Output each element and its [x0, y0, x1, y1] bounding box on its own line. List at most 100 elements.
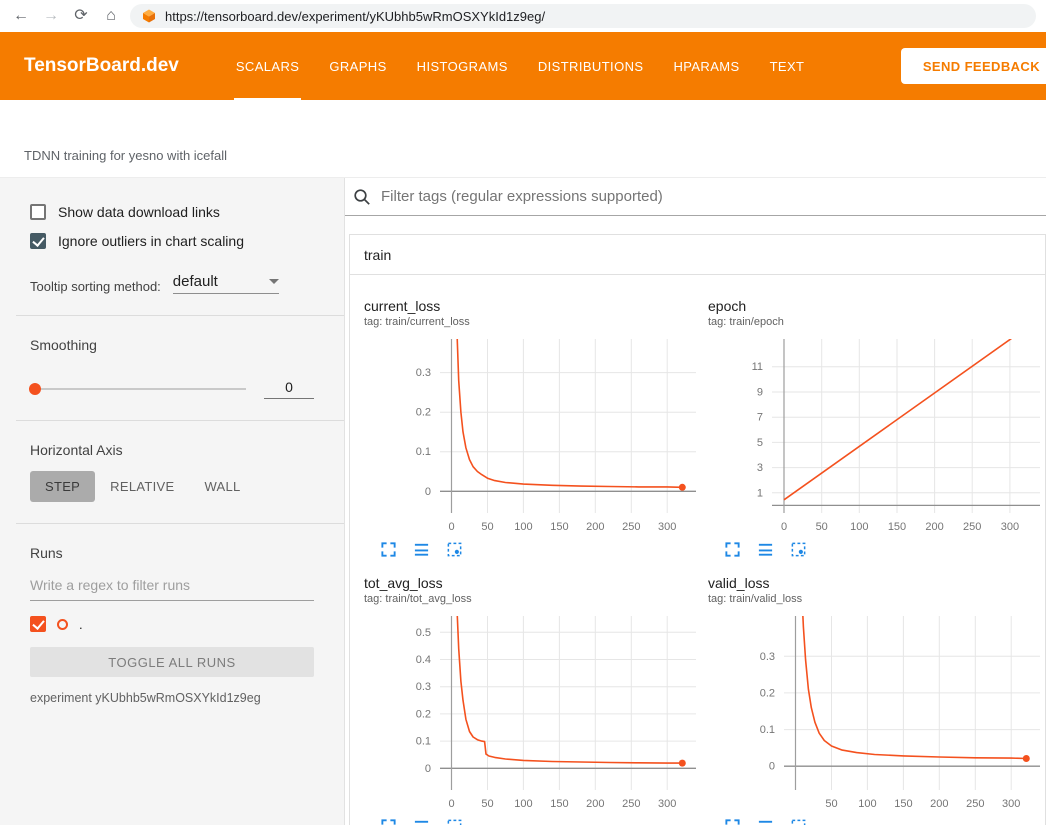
smoothing-slider-thumb[interactable]	[29, 383, 41, 395]
svg-text:300: 300	[658, 798, 676, 810]
tab-text[interactable]: TEXT	[755, 32, 820, 100]
log-scale-icon[interactable]	[413, 818, 430, 825]
reload-icon[interactable]: ⟳	[66, 0, 96, 32]
divider	[16, 523, 344, 524]
home-icon[interactable]: ⌂	[96, 0, 126, 32]
svg-text:150: 150	[894, 798, 912, 810]
line-chart-current-loss[interactable]: 00.10.20.3050100150200250300	[364, 331, 700, 539]
run-checkbox[interactable]	[30, 616, 46, 632]
tab-histograms[interactable]: HISTOGRAMS	[402, 32, 523, 100]
toggle-all-runs-button[interactable]: TOGGLE ALL RUNS	[30, 647, 314, 677]
runs-filter-input[interactable]	[30, 569, 314, 601]
svg-text:0.1: 0.1	[416, 736, 431, 748]
tag-filter-input[interactable]	[381, 188, 1040, 205]
url-bar[interactable]: https://tensorboard.dev/experiment/yKUbh…	[130, 4, 1036, 28]
svg-text:0.2: 0.2	[416, 407, 431, 419]
svg-text:0: 0	[781, 521, 787, 533]
runs-label: Runs	[30, 545, 314, 561]
send-feedback-button[interactable]: SEND FEEDBACK	[901, 48, 1046, 84]
log-scale-icon[interactable]	[413, 541, 430, 558]
axis-relative-button[interactable]: RELATIVE	[95, 471, 189, 502]
charts-grid: current_loss tag: train/current_loss 0 0.…	[350, 275, 1045, 825]
svg-text:1: 1	[757, 487, 763, 499]
chart-card-epoch: epoch tag: train/epoch 13579110501001502…	[708, 297, 1044, 558]
expand-icon[interactable]	[724, 818, 741, 825]
tab-hparams[interactable]: HPARAMS	[658, 32, 754, 100]
smoothing-slider[interactable]	[30, 388, 246, 390]
line-chart-valid-loss[interactable]: 00.10.20.350100150200250300	[708, 608, 1044, 816]
svg-text:300: 300	[1001, 521, 1019, 533]
svg-text:150: 150	[550, 798, 568, 810]
svg-text:0.1: 0.1	[760, 724, 775, 736]
svg-text:200: 200	[925, 521, 943, 533]
search-icon	[353, 188, 371, 206]
axis-step-button[interactable]: STEP	[30, 471, 95, 502]
axis-wall-button[interactable]: WALL	[189, 471, 255, 502]
run-name: .	[79, 617, 83, 632]
fit-domain-icon[interactable]	[446, 818, 463, 825]
chart-card-tot-avg-loss: tot_avg_loss tag: train/tot_avg_loss 00.…	[364, 574, 700, 825]
svg-text:50: 50	[825, 798, 837, 810]
chart-tag: tag: train/current_loss	[364, 315, 700, 330]
svg-text:200: 200	[586, 798, 604, 810]
chart-title: valid_loss	[708, 574, 1044, 592]
svg-text:50: 50	[816, 521, 828, 533]
settings-sidebar: Show data download links Ignore outliers…	[0, 178, 345, 825]
browser-toolbar: ← → ⟳ ⌂ https://tensorboard.dev/experime…	[0, 0, 1046, 32]
svg-text:0.3: 0.3	[416, 367, 431, 379]
smoothing-value[interactable]: 0	[264, 379, 314, 399]
svg-text:0: 0	[769, 761, 775, 773]
svg-text:0.4: 0.4	[416, 654, 431, 666]
svg-text:0.2: 0.2	[760, 687, 775, 699]
scalars-dashboard: train current_loss tag: train/current_lo…	[345, 178, 1046, 825]
tab-scalars[interactable]: SCALARS	[221, 32, 315, 100]
log-scale-icon[interactable]	[757, 541, 774, 558]
svg-text:100: 100	[514, 521, 532, 533]
expand-icon[interactable]	[724, 541, 741, 558]
horizontal-axis-toggle: STEP RELATIVE WALL	[30, 471, 314, 502]
log-scale-icon[interactable]	[757, 818, 774, 825]
fit-domain-icon[interactable]	[446, 541, 463, 558]
line-chart-epoch[interactable]: 1357911050100150200250300	[708, 331, 1044, 539]
ignore-outliers-checkbox[interactable]	[30, 233, 46, 249]
chart-title: current_loss	[364, 297, 700, 315]
section-header-train[interactable]: train	[350, 235, 1045, 275]
forward-icon[interactable]: →	[36, 0, 66, 32]
svg-text:0.2: 0.2	[416, 708, 431, 720]
chevron-down-icon	[269, 279, 279, 284]
smoothing-label: Smoothing	[30, 337, 314, 353]
divider	[16, 315, 344, 316]
fit-domain-icon[interactable]	[790, 818, 807, 825]
svg-text:100: 100	[858, 798, 876, 810]
chart-title: tot_avg_loss	[364, 574, 700, 592]
expand-icon[interactable]	[380, 818, 397, 825]
chart-card-valid-loss: valid_loss tag: train/valid_loss 0 0.1 0.2…	[708, 574, 1044, 825]
tooltip-sorting-value: default	[173, 273, 218, 290]
chart-tag: tag: train/valid_loss	[708, 592, 1044, 607]
svg-text:0: 0	[448, 798, 454, 810]
url-text[interactable]: https://tensorboard.dev/experiment/yKUbh…	[165, 9, 545, 24]
svg-text:300: 300	[658, 521, 676, 533]
chart-actions	[364, 539, 700, 558]
tooltip-sorting-label: Tooltip sorting method:	[30, 279, 161, 294]
chart-tag: tag: train/epoch	[708, 315, 1044, 330]
svg-text:50: 50	[481, 798, 493, 810]
tab-graphs[interactable]: GRAPHS	[314, 32, 401, 100]
show-download-links-checkbox[interactable]	[30, 204, 46, 220]
divider	[16, 420, 344, 421]
nav-tabs: SCALARS GRAPHS HISTOGRAMS DISTRIBUTIONS …	[221, 32, 820, 100]
svg-text:0.3: 0.3	[760, 651, 775, 663]
experiment-title: TDNN training for yesno with icefall	[0, 100, 1046, 178]
line-chart-tot-avg-loss[interactable]: 00.10.20.30.40.5050100150200250300	[364, 608, 700, 816]
svg-text:7: 7	[757, 412, 763, 424]
tab-distributions[interactable]: DISTRIBUTIONS	[523, 32, 659, 100]
svg-text:3: 3	[757, 462, 763, 474]
expand-icon[interactable]	[380, 541, 397, 558]
back-icon[interactable]: ←	[6, 0, 36, 32]
svg-text:200: 200	[930, 798, 948, 810]
tag-filter-row	[345, 178, 1046, 216]
run-row: .	[30, 616, 314, 632]
tooltip-sorting-dropdown[interactable]: default	[173, 273, 279, 294]
svg-text:250: 250	[622, 798, 640, 810]
fit-domain-icon[interactable]	[790, 541, 807, 558]
